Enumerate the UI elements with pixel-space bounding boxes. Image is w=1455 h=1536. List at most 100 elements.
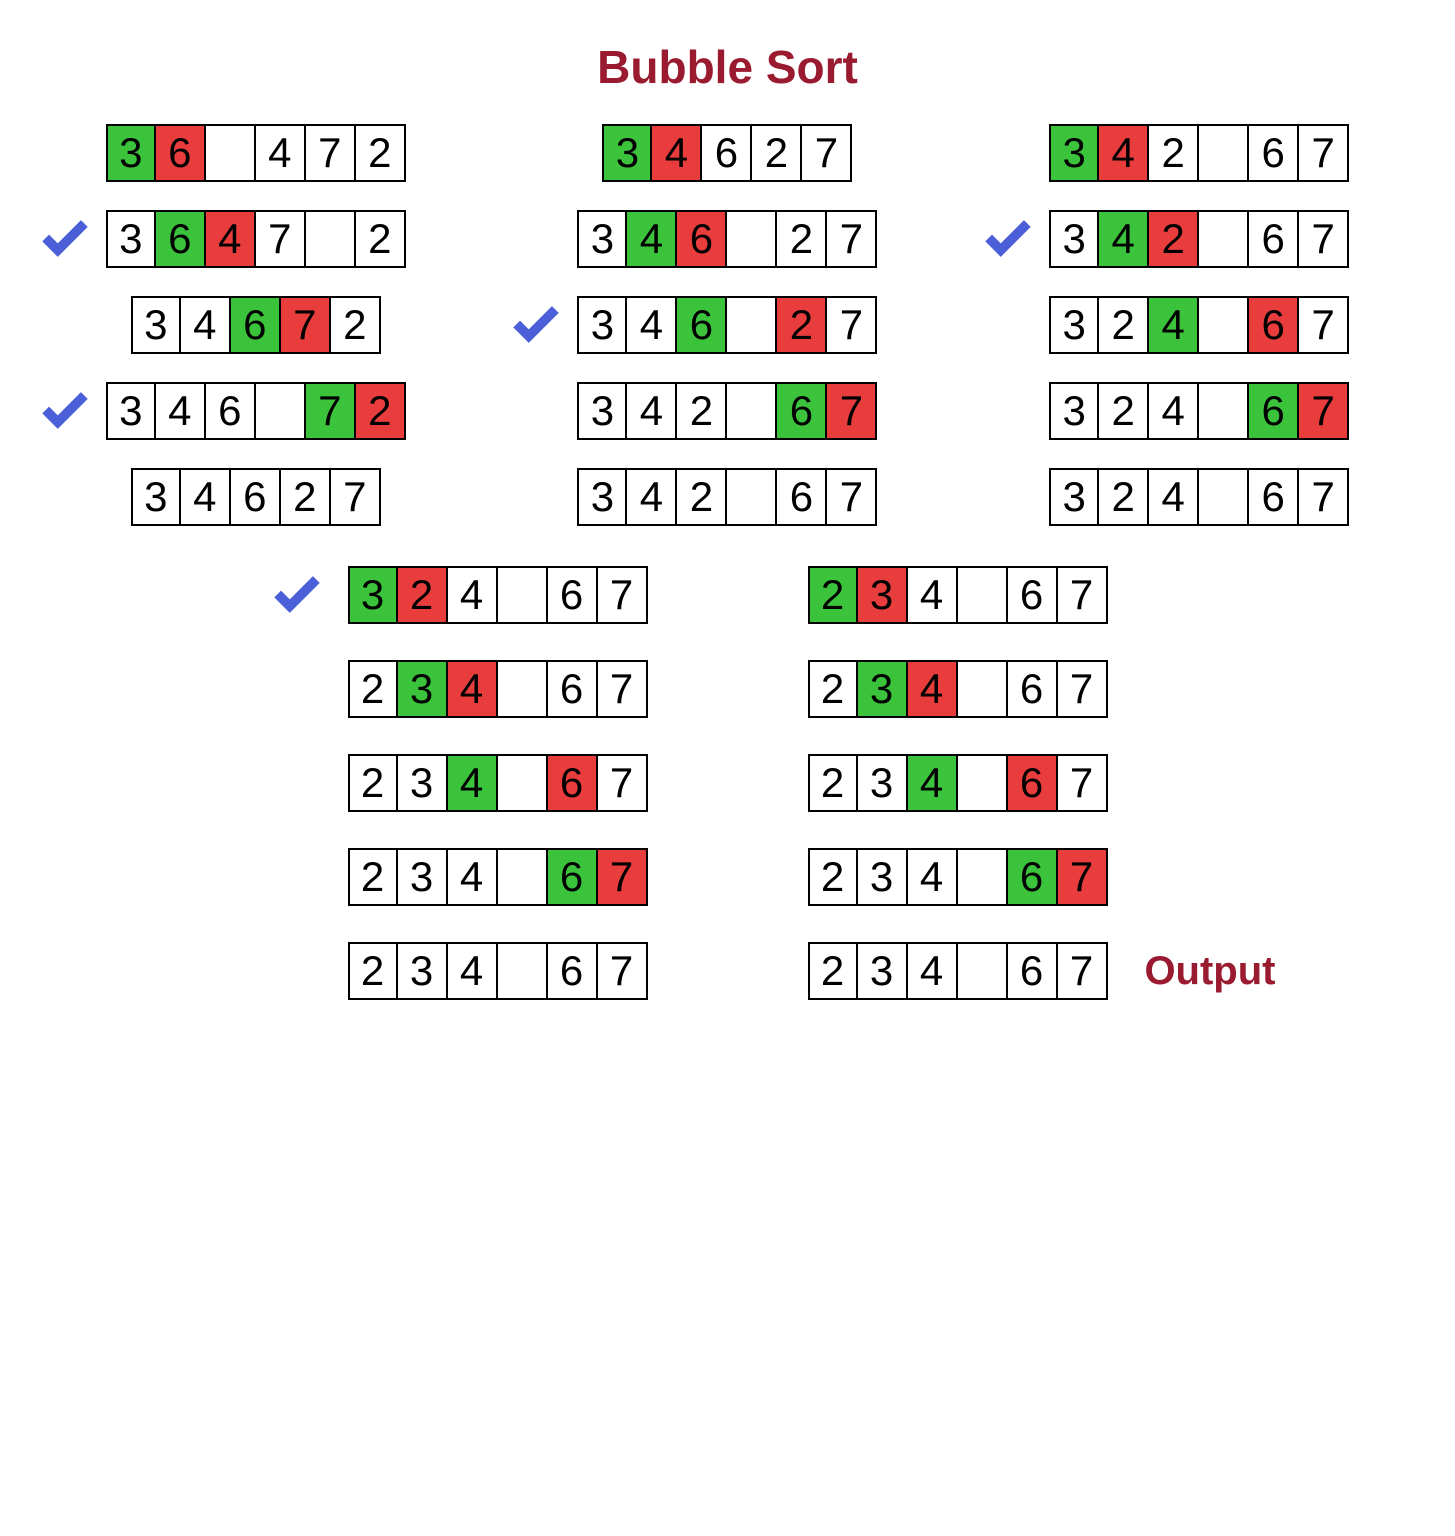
array-cell: 2 [356, 124, 406, 182]
array-row: 342 67 [577, 382, 877, 440]
sort-step: 34672 [131, 296, 381, 354]
array-cell [498, 942, 548, 1000]
array-cell: 2 [808, 660, 858, 718]
sort-step: 234 67Output [808, 942, 1108, 1000]
array-cell [958, 942, 1008, 1000]
array-cell: 2 [777, 210, 827, 268]
sort-step: 342 67 [1049, 124, 1349, 182]
array-cell: 2 [808, 566, 858, 624]
array-cell: 2 [752, 124, 802, 182]
sort-step: 34627 [602, 124, 852, 182]
array-cell: 2 [281, 468, 331, 526]
sort-step: 324 67 [1049, 296, 1349, 354]
array-cell: 3 [858, 848, 908, 906]
sort-step: 342 67 [577, 468, 877, 526]
sort-step: 342 67 [1049, 210, 1349, 268]
diagram-title: Bubble Sort [30, 40, 1425, 94]
array-cell: 3 [1049, 468, 1099, 526]
array-cell: 4 [652, 124, 702, 182]
array-cell: 4 [448, 566, 498, 624]
array-row: 342 67 [1049, 124, 1349, 182]
array-cell: 7 [827, 210, 877, 268]
sort-step: 324 67 [1049, 382, 1349, 440]
array-cell: 4 [1149, 468, 1199, 526]
swap-check [36, 210, 94, 268]
array-cell: 3 [858, 942, 908, 1000]
array-row: 234 67 [348, 942, 648, 1000]
array-cell: 3 [602, 124, 652, 182]
array-cell: 4 [627, 210, 677, 268]
array-cell: 4 [908, 566, 958, 624]
array-cell: 2 [1099, 296, 1149, 354]
pass-column: 34627346 27 346 27342 67342 67 [577, 124, 877, 526]
array-cell: 6 [702, 124, 752, 182]
lower-section: 324 67234 67234 67234 67234 67234 67234 … [30, 566, 1425, 1000]
array-row: 324 67 [1049, 296, 1349, 354]
array-cell: 7 [281, 296, 331, 354]
array-cell: 7 [306, 124, 356, 182]
array-cell: 2 [777, 296, 827, 354]
array-cell [727, 210, 777, 268]
array-cell: 6 [1249, 124, 1299, 182]
array-cell [1199, 382, 1249, 440]
array-cell: 7 [1058, 942, 1108, 1000]
array-cell: 6 [777, 468, 827, 526]
sort-step: 234 67 [348, 942, 648, 1000]
array-cell [958, 660, 1008, 718]
array-cell: 6 [777, 382, 827, 440]
array-cell [727, 296, 777, 354]
array-cell: 6 [156, 124, 206, 182]
array-cell: 3 [106, 210, 156, 268]
array-row: 342 67 [1049, 210, 1349, 268]
sort-step: 346 27 [577, 210, 877, 268]
array-cell: 4 [156, 382, 206, 440]
array-cell: 6 [1249, 382, 1299, 440]
array-cell: 7 [1058, 566, 1108, 624]
array-cell: 7 [1299, 382, 1349, 440]
array-cell: 7 [1058, 754, 1108, 812]
array-row: 234 67 [808, 942, 1108, 1000]
array-row: 36 472 [106, 124, 406, 182]
array-cell: 2 [356, 382, 406, 440]
array-cell: 3 [398, 942, 448, 1000]
array-row: 346 27 [577, 296, 877, 354]
array-cell [306, 210, 356, 268]
array-cell: 6 [156, 210, 206, 268]
array-row: 34672 [131, 296, 381, 354]
array-cell [727, 382, 777, 440]
check-icon [979, 210, 1037, 268]
swap-check [36, 382, 94, 440]
array-cell: 7 [827, 296, 877, 354]
array-cell: 7 [598, 660, 648, 718]
array-cell: 2 [348, 754, 398, 812]
array-cell: 7 [598, 848, 648, 906]
array-cell: 6 [231, 468, 281, 526]
sort-step: 234 67 [808, 566, 1108, 624]
sort-step: 346 72 [106, 382, 406, 440]
array-cell: 6 [231, 296, 281, 354]
check-icon [36, 382, 94, 440]
array-cell: 3 [858, 754, 908, 812]
array-cell: 6 [548, 754, 598, 812]
array-cell: 2 [348, 942, 398, 1000]
array-cell: 3 [398, 754, 448, 812]
sort-step: 36 472 [106, 124, 406, 182]
array-cell: 3 [577, 210, 627, 268]
array-cell: 2 [1099, 468, 1149, 526]
array-row: 324 67 [1049, 468, 1349, 526]
array-cell: 4 [181, 468, 231, 526]
sort-step: 342 67 [577, 382, 877, 440]
check-icon [36, 210, 94, 268]
array-cell: 6 [1008, 848, 1058, 906]
array-cell: 6 [1008, 660, 1058, 718]
sort-step: 234 67 [348, 660, 648, 718]
array-cell [958, 848, 1008, 906]
array-cell: 6 [677, 296, 727, 354]
array-cell: 2 [356, 210, 406, 268]
array-cell: 3 [1049, 210, 1099, 268]
array-cell [1199, 210, 1249, 268]
array-cell: 3 [106, 382, 156, 440]
array-cell: 3 [858, 566, 908, 624]
array-cell: 2 [808, 848, 858, 906]
array-cell: 4 [908, 848, 958, 906]
